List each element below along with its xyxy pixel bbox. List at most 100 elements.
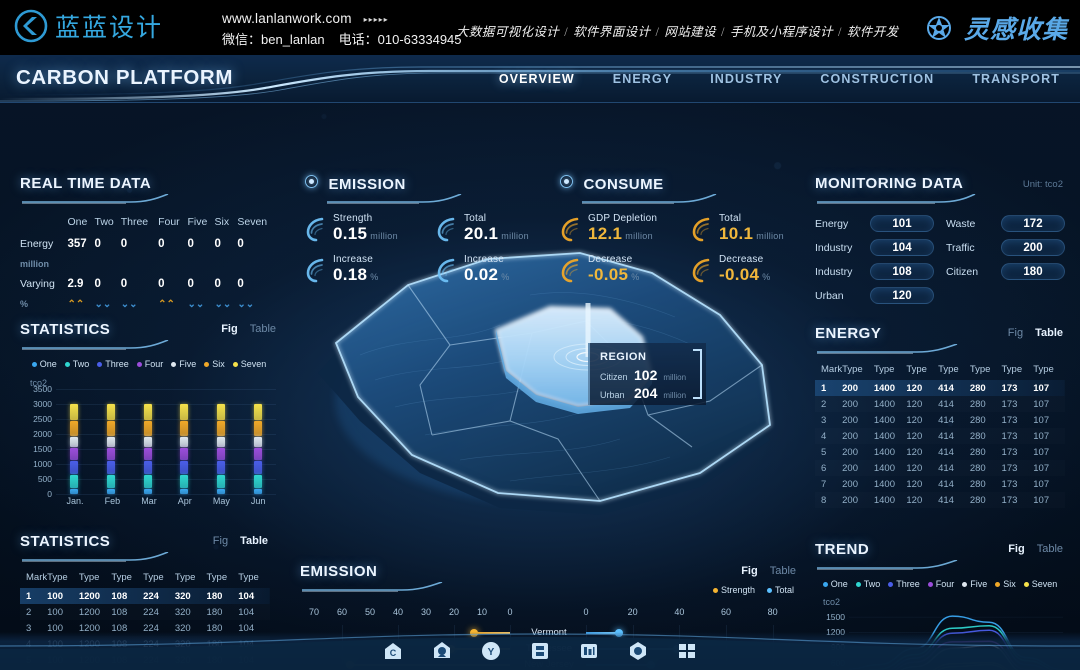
table-row[interactable]: 6 200 1400 120 414 280 173 107: [815, 460, 1065, 476]
site-logo: 蓝蓝设计: [14, 8, 163, 44]
cell-value: 200: [842, 382, 858, 394]
y-tick-label: 1500: [826, 612, 845, 623]
statistics-data-table[interactable]: Mark Type Type Type Type Type Type Type 1 100 1200…: [20, 570, 270, 670]
bar-stack[interactable]: [143, 404, 152, 494]
home-icon[interactable]: C: [382, 640, 404, 662]
toggle-table[interactable]: Table: [1036, 543, 1063, 555]
nav-item-transport[interactable]: TRANSPORT: [972, 72, 1060, 86]
swirl-icon: [437, 217, 455, 242]
column-header: Mark: [26, 572, 48, 583]
column-header: Type: [47, 572, 68, 583]
emission-chart-legend: Strength Total: [712, 585, 794, 595]
toggle-fig[interactable]: Fig: [741, 565, 758, 577]
title-underline-decoration: [22, 194, 169, 204]
table-header-row: Mark Type Type Type Type Type Type Type: [20, 570, 270, 588]
cell-value: 1: [821, 382, 827, 394]
cell-value: 0: [187, 278, 194, 290]
monitoring-label: Urban: [815, 289, 844, 302]
toggle-table[interactable]: Table: [249, 323, 276, 335]
panel-header: TREND Fig Table: [815, 541, 1065, 570]
trend-arrow-icon: ⌄⌄: [120, 299, 138, 310]
table-header-row: Mark Type Type Type Type Type Type Type: [815, 362, 1065, 380]
bar-segment: [253, 448, 262, 461]
panel-title: MONITORING DATA: [815, 175, 964, 192]
panel-header: ENERGY Fig Table: [815, 325, 1065, 354]
grid-icon[interactable]: [676, 640, 698, 662]
nav-item-industry[interactable]: INDUSTRY: [710, 72, 783, 86]
cell-value: 1200: [78, 622, 100, 634]
swirl-icon: [306, 258, 324, 283]
document-icon[interactable]: [529, 640, 551, 662]
nav-item-construction[interactable]: CONSTRUCTION: [820, 72, 935, 86]
category-separator: /: [564, 25, 569, 39]
table-row[interactable]: 5 200 1400 120 414 280 173 107: [815, 444, 1065, 460]
panel-statistics-chart: STATISTICS Fig Table One Two Three Four Five…: [20, 321, 278, 509]
x-tick-label: May: [212, 496, 230, 506]
nav-item-overview[interactable]: OVERVIEW: [498, 72, 575, 86]
toggle-table[interactable]: Table: [769, 565, 796, 577]
hexagon-icon[interactable]: [627, 640, 649, 662]
legend-color-dot: [766, 587, 772, 593]
row-label: Energy: [20, 238, 54, 250]
bar-stack[interactable]: [180, 404, 189, 494]
energy-data-table[interactable]: Mark Type Type Type Type Type Type Type 1 200 1400…: [815, 362, 1065, 508]
fig-table-toggle[interactable]: Fig Table: [221, 323, 276, 335]
toggle-table[interactable]: Table: [240, 535, 268, 547]
main-nav[interactable]: OVERVIEW ENERGY INDUSTRY CONSTRUCTION TRANSP…: [497, 55, 1062, 102]
cell-value: 357: [67, 238, 87, 250]
toggle-fig[interactable]: Fig: [212, 535, 229, 547]
bar-segment: [180, 404, 189, 420]
cell-value: 200: [842, 494, 858, 506]
fig-table-toggle[interactable]: Fig Table: [1008, 327, 1063, 339]
bar-segment: [253, 404, 262, 420]
legend-color-dot: [204, 361, 210, 367]
swirl-icon: [692, 258, 710, 283]
table-row[interactable]: 2 100 1200 108 224 320 180 104: [20, 604, 270, 620]
nav-item-energy[interactable]: ENERGY: [612, 72, 673, 86]
promo-bar: 蓝蓝设计 www.lanlanwork.com ▸▸▸▸▸ 微信：ben_lan…: [0, 0, 1080, 55]
table-row[interactable]: 8 200 1400 120 414 280 173 107: [815, 492, 1065, 508]
chart-icon[interactable]: [578, 640, 600, 662]
legend-item: Five: [962, 579, 987, 589]
table-row[interactable]: 1 100 1200 108 224 320 180 104: [20, 588, 270, 604]
table-row[interactable]: 3 200 1400 120 414 280 173 107: [815, 412, 1065, 428]
cell-value: 0: [120, 278, 128, 290]
x-tick-label-right: 60: [720, 607, 732, 617]
bar-segment: [143, 461, 152, 475]
table-row[interactable]: 1 200 1400 120 414 280 173 107: [815, 380, 1065, 396]
cell-value: 104: [238, 606, 255, 618]
shield-icon[interactable]: Y: [480, 640, 502, 662]
bar-stack[interactable]: [253, 404, 262, 494]
panel-title: ENERGY: [815, 325, 882, 342]
x-tick-label-right: 40: [674, 607, 685, 617]
grid-line: [56, 479, 276, 480]
toggle-fig[interactable]: Fig: [1007, 327, 1024, 339]
bar-stack[interactable]: [106, 404, 115, 494]
table-row[interactable]: 2 200 1400 120 414 280 173 107: [815, 396, 1065, 412]
toggle-table[interactable]: Table: [1035, 327, 1063, 339]
bar-segment: [216, 488, 225, 494]
x-tick-label-right: 80: [767, 607, 778, 617]
cell-value: 120: [906, 494, 923, 506]
fig-table-toggle[interactable]: Fig Table: [213, 535, 268, 547]
table-row[interactable]: 3 100 1200 108 224 320 180 104: [20, 620, 270, 636]
table-row[interactable]: 7 200 1400 120 414 280 173 107: [815, 476, 1065, 492]
bar-stack[interactable]: [216, 404, 225, 494]
promo-wechat-phone: 微信：ben_lanlan 电话：010-63334945: [222, 30, 462, 49]
phone-label: 电话：: [338, 32, 378, 47]
panel-header: STATISTICS Fig Table: [20, 533, 270, 562]
bar-segment: [143, 420, 152, 437]
toggle-fig[interactable]: Fig: [221, 323, 238, 335]
monitoring-value: 104: [870, 239, 934, 256]
cell-value: 200: [842, 398, 858, 410]
toggle-fig[interactable]: Fig: [1008, 543, 1025, 555]
monitoring-item: Industry 104: [815, 239, 934, 256]
tooltip-row: Urban 204 million: [600, 385, 706, 401]
table-row[interactable]: 4 200 1400 120 414 280 173 107: [815, 428, 1065, 444]
bar-stack[interactable]: [70, 404, 79, 494]
fig-table-toggle[interactable]: Fig Table: [1008, 543, 1063, 555]
cloud-icon[interactable]: [431, 640, 453, 662]
fig-table-toggle[interactable]: Fig Table: [741, 565, 796, 577]
panel-statistics-table: STATISTICS Fig Table Mark Type Type Type Typ…: [20, 533, 270, 670]
